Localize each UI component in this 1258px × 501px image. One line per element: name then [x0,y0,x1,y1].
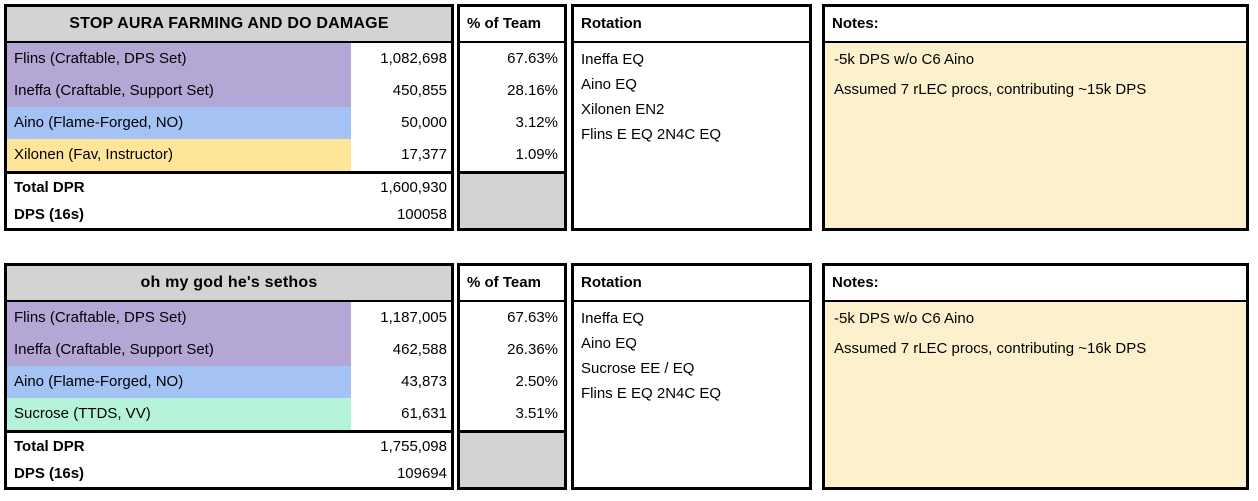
note-line: -5k DPS w/o C6 Aino [834,51,975,68]
table-title[interactable]: oh my god he's sethos [7,266,451,302]
percent-cell[interactable]: 3.51% [515,405,558,422]
percent-cell[interactable]: 28.16% [507,82,558,99]
rotation-header[interactable]: Rotation [574,266,809,302]
note-line: Assumed 7 rLEC procs, contributing ~15k … [834,81,1147,98]
total-dpr-row: Total DPR 1,600,930 [7,174,451,201]
notes-block-1: Notes: -5k DPS w/o C6 Aino Assumed 7 rLE… [822,4,1249,231]
damage-value-cell[interactable]: 17,377 [351,139,451,171]
notes-block-2: Notes: -5k DPS w/o C6 Aino Assumed 7 rLE… [822,263,1249,490]
team-table-2: oh my god he's sethos Flins (Craftable, … [4,263,1249,490]
rotation-line: Aino EQ [581,335,637,352]
dps-row: DPS (16s) 109694 [7,460,451,487]
percent-filler-cell[interactable] [460,174,564,228]
percent-cell[interactable]: 67.63% [507,309,558,326]
rotation-line: Ineffa EQ [581,310,645,327]
percent-cell[interactable]: 2.50% [515,373,558,390]
note-line: Assumed 7 rLEC procs, contributing ~16k … [834,340,1147,357]
rotation-cell[interactable]: Ineffa EQ Aino EQ Sucrose EE / EQ Flins … [574,302,809,487]
table-row: Ineffa (Craftable, Support Set) 450,855 [7,75,451,107]
dps-value[interactable]: 100058 [396,206,447,223]
character-name-cell[interactable]: Aino (Flame-Forged, NO) [7,107,351,139]
percent-filler-cell[interactable] [460,433,564,487]
dps-value[interactable]: 109694 [396,465,447,482]
character-name-cell[interactable]: Aino (Flame-Forged, NO) [7,366,351,398]
notes-cell[interactable]: -5k DPS w/o C6 Aino Assumed 7 rLEC procs… [825,302,1246,487]
percent-cell[interactable]: 26.36% [507,341,558,358]
dps-breakdown-block-2: oh my god he's sethos Flins (Craftable, … [4,263,454,490]
character-name-cell[interactable]: Flins (Craftable, DPS Set) [7,302,351,334]
dps-label[interactable]: DPS (16s) [14,206,85,223]
rotation-line: Flins E EQ 2N4C EQ [581,126,722,143]
character-rows: Flins (Craftable, DPS Set) 1,082,698 Ine… [7,43,451,171]
character-name-cell[interactable]: Sucrose (TTDS, VV) [7,398,351,430]
damage-value-cell[interactable]: 43,873 [351,366,451,398]
rotation-line: Xilonen EN2 [581,101,665,118]
damage-value-cell[interactable]: 50,000 [351,107,451,139]
character-name-cell[interactable]: Xilonen (Fav, Instructor) [7,139,351,171]
rotation-block-1: Rotation Ineffa EQ Aino EQ Xilonen EN2 F… [571,4,812,231]
damage-value-cell[interactable]: 61,631 [351,398,451,430]
percent-cell[interactable]: 3.12% [515,114,558,131]
percent-block-1: % of Team 67.63% 28.16% 3.12% 1.09% [457,4,567,231]
notes-header[interactable]: Notes: [825,266,1246,302]
rotation-line: Aino EQ [581,76,637,93]
rotation-cell[interactable]: Ineffa EQ Aino EQ Xilonen EN2 Flins E EQ… [574,43,809,228]
character-rows: Flins (Craftable, DPS Set) 1,187,005 Ine… [7,302,451,430]
total-dpr-value[interactable]: 1,600,930 [380,179,447,196]
character-name-cell[interactable]: Flins (Craftable, DPS Set) [7,43,351,75]
total-dpr-label[interactable]: Total DPR [14,179,85,196]
percent-header[interactable]: % of Team [460,7,564,43]
totals-divider [7,171,451,174]
table-row: Aino (Flame-Forged, NO) 43,873 [7,366,451,398]
percent-header[interactable]: % of Team [460,266,564,302]
percent-cell[interactable]: 1.09% [515,146,558,163]
totals-divider [7,430,451,433]
total-dpr-label[interactable]: Total DPR [14,438,85,455]
table-row: Sucrose (TTDS, VV) 61,631 [7,398,451,430]
percent-cell[interactable]: 67.63% [507,50,558,67]
notes-cell[interactable]: -5k DPS w/o C6 Aino Assumed 7 rLEC procs… [825,43,1246,228]
notes-header[interactable]: Notes: [825,7,1246,43]
damage-value-cell[interactable]: 450,855 [351,75,451,107]
table-row: Flins (Craftable, DPS Set) 1,187,005 [7,302,451,334]
character-name-cell[interactable]: Ineffa (Craftable, Support Set) [7,334,351,366]
dps-breakdown-block-1: STOP AURA FARMING AND DO DAMAGE Flins (C… [4,4,454,231]
table-row: Xilonen (Fav, Instructor) 17,377 [7,139,451,171]
rotation-header[interactable]: Rotation [574,7,809,43]
damage-value-cell[interactable]: 462,588 [351,334,451,366]
total-dpr-value[interactable]: 1,755,098 [380,438,447,455]
total-dpr-row: Total DPR 1,755,098 [7,433,451,460]
rotation-line: Ineffa EQ [581,51,645,68]
rotation-line: Flins E EQ 2N4C EQ [581,385,722,402]
table-title[interactable]: STOP AURA FARMING AND DO DAMAGE [7,7,451,43]
damage-value-cell[interactable]: 1,187,005 [351,302,451,334]
table-row: Flins (Craftable, DPS Set) 1,082,698 [7,43,451,75]
totals-divider [460,430,564,433]
rotation-line: Sucrose EE / EQ [581,360,695,377]
percent-block-2: % of Team 67.63% 26.36% 2.50% 3.51% [457,263,567,490]
damage-value-cell[interactable]: 1,082,698 [351,43,451,75]
totals-divider [460,171,564,174]
character-name-cell[interactable]: Ineffa (Craftable, Support Set) [7,75,351,107]
dps-label[interactable]: DPS (16s) [14,465,85,482]
team-table-1: STOP AURA FARMING AND DO DAMAGE Flins (C… [4,4,1249,231]
table-row: Ineffa (Craftable, Support Set) 462,588 [7,334,451,366]
rotation-block-2: Rotation Ineffa EQ Aino EQ Sucrose EE / … [571,263,812,490]
note-line: -5k DPS w/o C6 Aino [834,310,975,327]
dps-row: DPS (16s) 100058 [7,201,451,228]
table-row: Aino (Flame-Forged, NO) 50,000 [7,107,451,139]
